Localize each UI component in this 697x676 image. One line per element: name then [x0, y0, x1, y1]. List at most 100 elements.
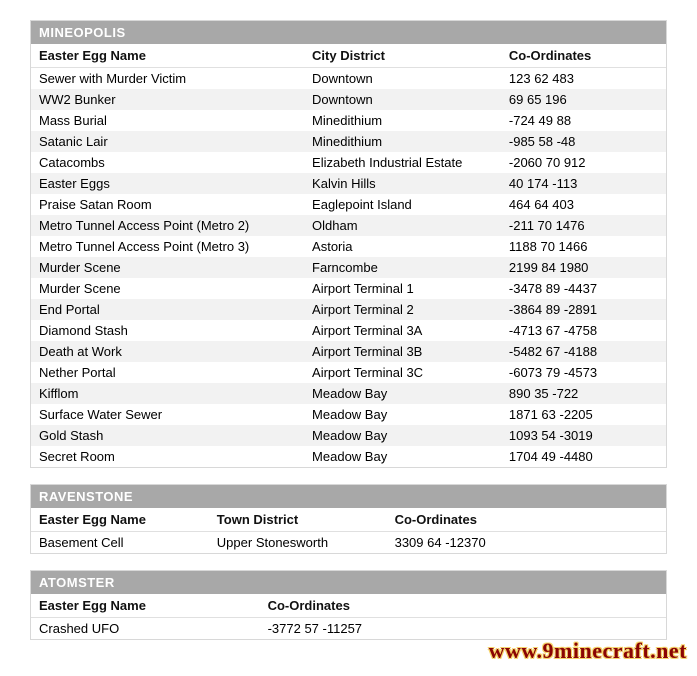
table-cell: 123 62 483	[501, 68, 666, 90]
table-cell: Catacombs	[31, 152, 304, 173]
table-cell: End Portal	[31, 299, 304, 320]
table-cell: Meadow Bay	[304, 404, 501, 425]
data-table: ATOMSTEREaster Egg NameCo-OrdinatesCrash…	[31, 571, 666, 639]
table-row: Crashed UFO-3772 57 -11257	[31, 618, 666, 640]
table-cell: Gold Stash	[31, 425, 304, 446]
table-row: Praise Satan RoomEaglepoint Island464 64…	[31, 194, 666, 215]
table-row: Mass BurialMinedithium-724 49 88	[31, 110, 666, 131]
column-header: Co-Ordinates	[387, 508, 666, 532]
table-cell: Kalvin Hills	[304, 173, 501, 194]
table-cell: -724 49 88	[501, 110, 666, 131]
column-header: City District	[304, 44, 501, 68]
table-cell: 40 174 -113	[501, 173, 666, 194]
column-header: Easter Egg Name	[31, 44, 304, 68]
table-cell: Praise Satan Room	[31, 194, 304, 215]
table-cell: Minedithium	[304, 131, 501, 152]
table-cell: Minedithium	[304, 110, 501, 131]
table-cell: Mass Burial	[31, 110, 304, 131]
table-row: Secret RoomMeadow Bay1704 49 -4480	[31, 446, 666, 467]
table-cell: Downtown	[304, 89, 501, 110]
column-header: Easter Egg Name	[31, 508, 209, 532]
column-header: Easter Egg Name	[31, 594, 260, 618]
table-row: Murder SceneAirport Terminal 1-3478 89 -…	[31, 278, 666, 299]
table-cell: Metro Tunnel Access Point (Metro 2)	[31, 215, 304, 236]
table-cell: -3772 57 -11257	[260, 618, 666, 640]
table-row: Death at WorkAirport Terminal 3B-5482 67…	[31, 341, 666, 362]
table-cell: Airport Terminal 3A	[304, 320, 501, 341]
table-cell: Crashed UFO	[31, 618, 260, 640]
table-cell: Meadow Bay	[304, 446, 501, 467]
table-cell: -3864 89 -2891	[501, 299, 666, 320]
table-cell: Secret Room	[31, 446, 304, 467]
table-0: MINEOPOLISEaster Egg NameCity DistrictCo…	[30, 20, 667, 468]
table-2: ATOMSTEREaster Egg NameCo-OrdinatesCrash…	[30, 570, 667, 640]
table-cell: Surface Water Sewer	[31, 404, 304, 425]
table-title: ATOMSTER	[31, 571, 666, 594]
table-row: Sewer with Murder VictimDowntown123 62 4…	[31, 68, 666, 90]
data-table: MINEOPOLISEaster Egg NameCity DistrictCo…	[31, 21, 666, 467]
table-cell: Eaglepoint Island	[304, 194, 501, 215]
table-cell: Sewer with Murder Victim	[31, 68, 304, 90]
table-cell: 1093 54 -3019	[501, 425, 666, 446]
table-cell: Murder Scene	[31, 257, 304, 278]
table-cell: 69 65 196	[501, 89, 666, 110]
table-row: KifflomMeadow Bay890 35 -722	[31, 383, 666, 404]
table-cell: -985 58 -48	[501, 131, 666, 152]
table-cell: WW2 Bunker	[31, 89, 304, 110]
table-row: Metro Tunnel Access Point (Metro 2)Oldha…	[31, 215, 666, 236]
table-cell: Astoria	[304, 236, 501, 257]
table-cell: -4713 67 -4758	[501, 320, 666, 341]
table-cell: -2060 70 912	[501, 152, 666, 173]
table-row: CatacombsElizabeth Industrial Estate-206…	[31, 152, 666, 173]
table-row: Murder SceneFarncombe2199 84 1980	[31, 257, 666, 278]
table-cell: 1704 49 -4480	[501, 446, 666, 467]
table-cell: 3309 64 -12370	[387, 532, 666, 554]
table-row: Diamond StashAirport Terminal 3A-4713 67…	[31, 320, 666, 341]
table-cell: Airport Terminal 3C	[304, 362, 501, 383]
table-row: Gold StashMeadow Bay1093 54 -3019	[31, 425, 666, 446]
table-row: Surface Water SewerMeadow Bay1871 63 -22…	[31, 404, 666, 425]
table-cell: -5482 67 -4188	[501, 341, 666, 362]
table-row: Satanic LairMinedithium-985 58 -48	[31, 131, 666, 152]
table-cell: Diamond Stash	[31, 320, 304, 341]
table-cell: Farncombe	[304, 257, 501, 278]
table-1: RAVENSTONEEaster Egg NameTown DistrictCo…	[30, 484, 667, 554]
table-cell: Murder Scene	[31, 278, 304, 299]
table-cell: 1188 70 1466	[501, 236, 666, 257]
table-cell: Metro Tunnel Access Point (Metro 3)	[31, 236, 304, 257]
table-cell: Airport Terminal 3B	[304, 341, 501, 362]
table-cell: Satanic Lair	[31, 131, 304, 152]
column-header: Town District	[209, 508, 387, 532]
table-cell: Oldham	[304, 215, 501, 236]
table-cell: Meadow Bay	[304, 383, 501, 404]
watermark-text: www.9minecraft.net	[489, 638, 687, 664]
table-row: WW2 BunkerDowntown69 65 196	[31, 89, 666, 110]
table-row: Easter EggsKalvin Hills40 174 -113	[31, 173, 666, 194]
tables-container: MINEOPOLISEaster Egg NameCity DistrictCo…	[30, 20, 667, 640]
table-cell: Basement Cell	[31, 532, 209, 554]
table-cell: 2199 84 1980	[501, 257, 666, 278]
column-header: Co-Ordinates	[260, 594, 666, 618]
table-row: Nether PortalAirport Terminal 3C-6073 79…	[31, 362, 666, 383]
table-cell: 1871 63 -2205	[501, 404, 666, 425]
table-cell: 464 64 403	[501, 194, 666, 215]
data-table: RAVENSTONEEaster Egg NameTown DistrictCo…	[31, 485, 666, 553]
table-cell: Elizabeth Industrial Estate	[304, 152, 501, 173]
table-cell: Airport Terminal 1	[304, 278, 501, 299]
table-cell: -211 70 1476	[501, 215, 666, 236]
table-cell: Easter Eggs	[31, 173, 304, 194]
table-cell: Airport Terminal 2	[304, 299, 501, 320]
table-cell: Kifflom	[31, 383, 304, 404]
table-cell: 890 35 -722	[501, 383, 666, 404]
table-cell: -3478 89 -4437	[501, 278, 666, 299]
table-title: MINEOPOLIS	[31, 21, 666, 44]
table-cell: Meadow Bay	[304, 425, 501, 446]
table-cell: Upper Stonesworth	[209, 532, 387, 554]
table-cell: Downtown	[304, 68, 501, 90]
table-cell: Nether Portal	[31, 362, 304, 383]
table-title: RAVENSTONE	[31, 485, 666, 508]
table-cell: -6073 79 -4573	[501, 362, 666, 383]
table-row: End PortalAirport Terminal 2-3864 89 -28…	[31, 299, 666, 320]
column-header: Co-Ordinates	[501, 44, 666, 68]
table-row: Metro Tunnel Access Point (Metro 3)Astor…	[31, 236, 666, 257]
